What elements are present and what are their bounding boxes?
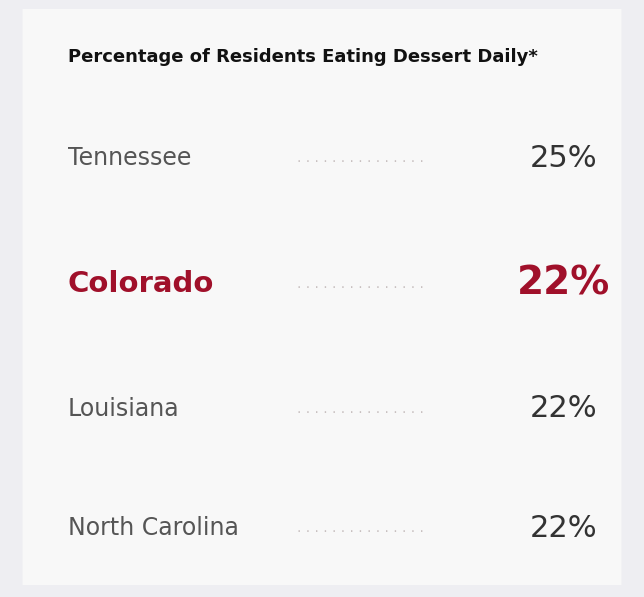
Text: Tennessee: Tennessee [68,146,191,170]
Text: 22%: 22% [517,264,610,303]
Text: 22%: 22% [529,514,598,543]
Text: Percentage of Residents Eating Dessert Daily*: Percentage of Residents Eating Dessert D… [68,48,538,66]
Text: Louisiana: Louisiana [68,397,179,421]
Text: . . . . . . . . . . . . . . .: . . . . . . . . . . . . . . . [297,402,424,416]
Text: 25%: 25% [529,144,598,173]
Text: North Carolina: North Carolina [68,516,238,540]
Text: 22%: 22% [529,395,598,423]
Text: . . . . . . . . . . . . . . .: . . . . . . . . . . . . . . . [297,151,424,165]
Text: . . . . . . . . . . . . . . .: . . . . . . . . . . . . . . . [297,276,424,291]
Text: Colorado: Colorado [68,270,214,297]
Text: . . . . . . . . . . . . . . .: . . . . . . . . . . . . . . . [297,521,424,536]
